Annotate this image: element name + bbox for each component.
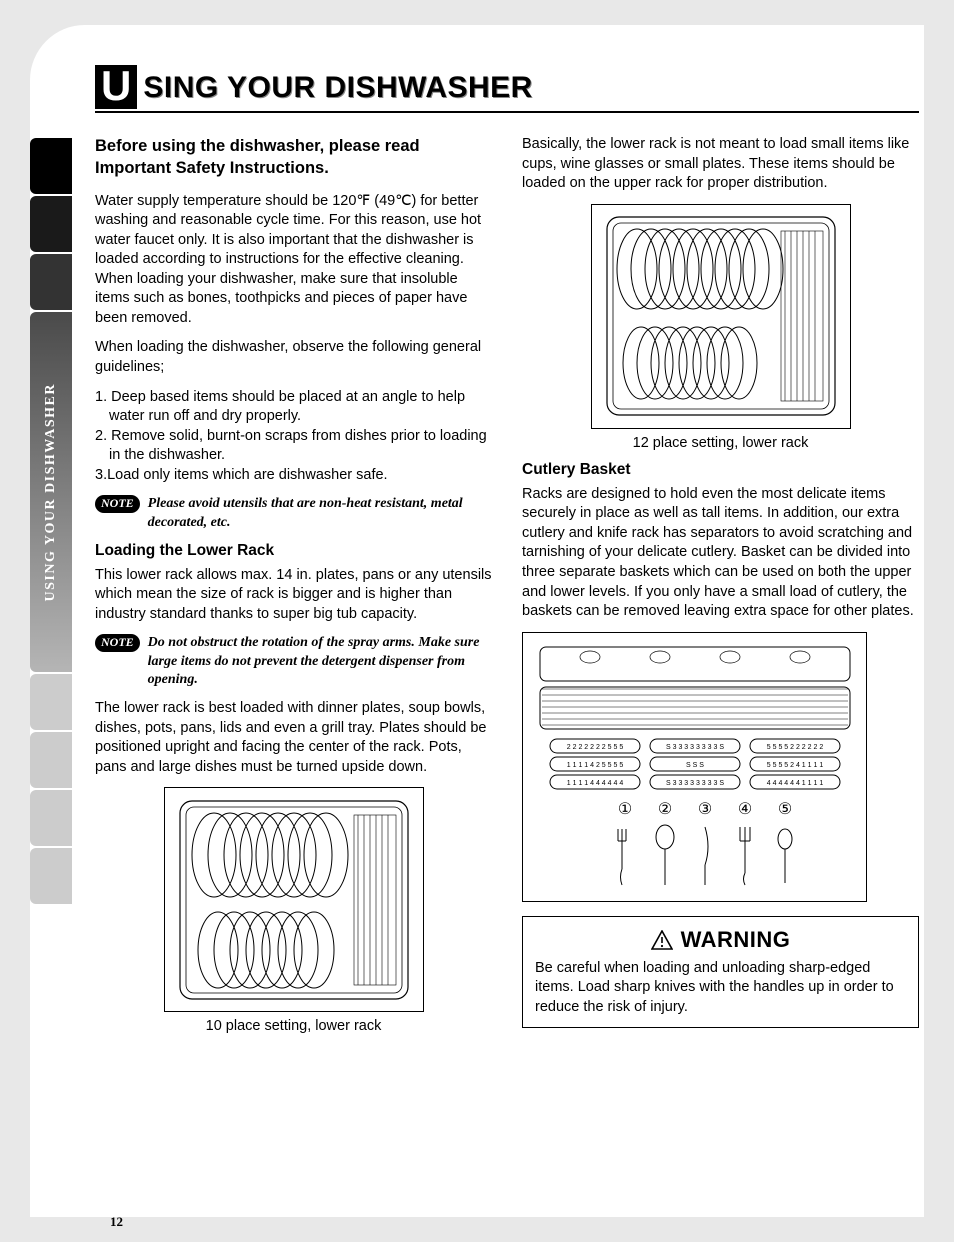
note: NOTE Do not obstruct the rotation of the… <box>95 634 492 689</box>
side-tab <box>30 848 72 904</box>
figure-lower-rack-12 <box>591 204 851 429</box>
svg-text:5 5 5 5 2 2 2 2 2 2: 5 5 5 5 2 2 2 2 2 2 <box>766 744 823 751</box>
rack-diagram-icon <box>174 795 414 1005</box>
note-badge: NOTE <box>95 495 140 513</box>
side-tab <box>30 196 72 252</box>
side-tab-active: USING YOUR DISHWASHER <box>30 312 72 672</box>
subheading: Loading the Lower Rack <box>95 542 492 560</box>
note-text: Do not obstruct the rotation of the spra… <box>148 634 492 689</box>
side-tabs: USING YOUR DISHWASHER <box>30 138 72 906</box>
list-item: 2. Remove solid, burnt-on scraps from di… <box>95 427 492 466</box>
sidebar-label: USING YOUR DISHWASHER <box>43 383 59 601</box>
side-tab <box>30 790 72 846</box>
rack-diagram-icon <box>601 211 841 421</box>
guidelines-list: 1. Deep based items should be placed at … <box>95 388 492 486</box>
right-column: Basically, the lower rack is not meant t… <box>522 135 919 1044</box>
note: NOTE Please avoid utensils that are non-… <box>95 495 492 531</box>
paragraph: Water supply temperature should be 120℉ … <box>95 192 492 329</box>
svg-text:1 1 1 1 4 4 4 4 4 4: 1 1 1 1 4 4 4 4 4 4 <box>566 780 623 787</box>
page-title: U SING YOUR DISHWASHER <box>95 65 919 113</box>
page-number: 12 <box>110 1214 123 1230</box>
warning-box: WARNING Be careful when loading and unlo… <box>522 916 919 1029</box>
note-text: Please avoid utensils that are non-heat … <box>148 495 492 531</box>
figure-caption: 12 place setting, lower rack <box>522 435 919 451</box>
svg-text:5 5 5 5 2 4 1 1 1 1: 5 5 5 5 2 4 1 1 1 1 <box>766 762 823 769</box>
side-tab <box>30 254 72 310</box>
svg-text:S S S: S S S <box>686 762 704 769</box>
warning-text: Be careful when loading and unloading sh… <box>535 959 906 1018</box>
list-item: 1. Deep based items should be placed at … <box>95 388 492 427</box>
cutlery-diagram-icon: 2 2 2 2 2 2 2 5 5 5 S 3 3 3 3 3 3 3 3 S … <box>530 639 860 894</box>
paragraph: The lower rack is best loaded with dinne… <box>95 699 492 777</box>
list-item: 3.Load only items which are dishwasher s… <box>95 466 492 486</box>
paragraph: This lower rack allows max. 14 in. plate… <box>95 566 492 625</box>
svg-text:S 3 3 3 3 3 3 3 3 S: S 3 3 3 3 3 3 3 3 S <box>666 744 724 751</box>
svg-text:②: ② <box>657 801 671 818</box>
warning-triangle-icon <box>651 930 673 950</box>
title-text: SING YOUR DISHWASHER <box>143 71 533 109</box>
warning-title: WARNING <box>681 927 791 953</box>
figure-cutlery-basket: 2 2 2 2 2 2 2 5 5 5 S 3 3 3 3 3 3 3 3 S … <box>522 632 867 902</box>
paragraph: When loading the dishwasher, observe the… <box>95 338 492 377</box>
svg-text:③: ③ <box>697 801 711 818</box>
side-tab <box>30 732 72 788</box>
svg-text:⑤: ⑤ <box>777 801 791 818</box>
intro-heading: Before using the dishwasher, please read… <box>95 135 492 180</box>
title-dropcap: U <box>95 65 137 109</box>
columns: Before using the dishwasher, please read… <box>95 135 919 1044</box>
subheading: Cutlery Basket <box>522 461 919 479</box>
svg-text:S 3 3 3 3 3 3 3 3 S: S 3 3 3 3 3 3 3 3 S <box>666 780 724 787</box>
svg-text:1 1 1 1 4 2 5 5 5 5: 1 1 1 1 4 2 5 5 5 5 <box>566 762 623 769</box>
content: U SING YOUR DISHWASHER Before using the … <box>95 65 919 1212</box>
left-column: Before using the dishwasher, please read… <box>95 135 492 1044</box>
figure-lower-rack-10 <box>164 787 424 1012</box>
figure-caption: 10 place setting, lower rack <box>95 1018 492 1034</box>
paragraph: Racks are designed to hold even the most… <box>522 485 919 622</box>
note-badge: NOTE <box>95 634 140 652</box>
side-tab <box>30 674 72 730</box>
num-label: ① <box>617 801 631 818</box>
warning-header: WARNING <box>535 927 906 953</box>
svg-text:4 4 4 4 4 4 1 1 1 1: 4 4 4 4 4 4 1 1 1 1 <box>766 780 823 787</box>
svg-text:2 2 2 2 2 2 2 5 5 5: 2 2 2 2 2 2 2 5 5 5 <box>566 744 623 751</box>
paragraph: Basically, the lower rack is not meant t… <box>522 135 919 194</box>
side-tab <box>30 138 72 194</box>
svg-text:④: ④ <box>737 801 751 818</box>
